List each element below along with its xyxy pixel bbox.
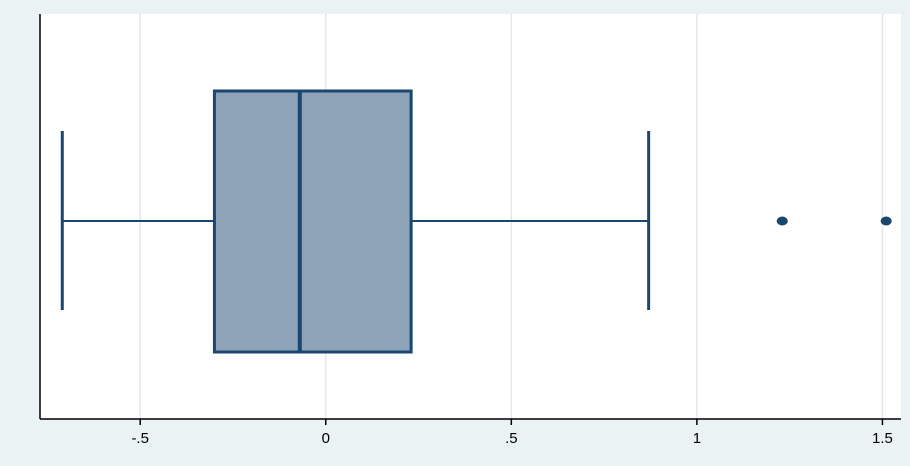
x-tick-label: -.5: [131, 430, 149, 447]
box-plot: [60, 89, 892, 354]
x-tick-label: .5: [505, 430, 518, 447]
interquartile-box: [212, 89, 413, 354]
x-tick-label: 1: [693, 430, 701, 447]
x-tick-label: 1.5: [872, 430, 893, 447]
outlier-point: [776, 216, 788, 226]
x-tick-label: 0: [322, 430, 330, 447]
outlier-point: [880, 216, 892, 226]
plot-area: [40, 14, 901, 419]
x-axis-ticks: -.5 0 .5 1 1.5: [131, 419, 893, 447]
